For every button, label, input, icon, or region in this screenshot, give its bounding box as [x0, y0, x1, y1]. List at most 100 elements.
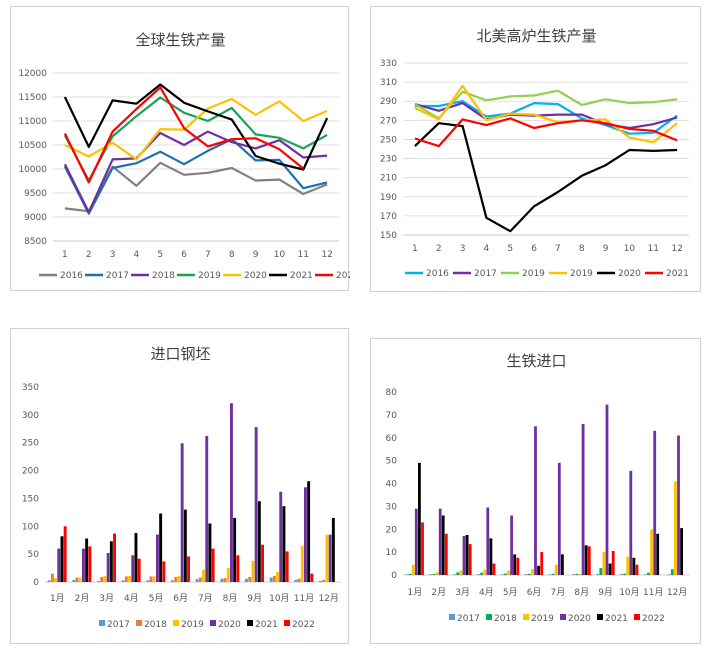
bar-2021 — [441, 515, 445, 575]
bar-2020 — [605, 404, 609, 575]
bar-2017 — [644, 574, 647, 575]
legend-label: 2018 — [144, 620, 167, 630]
bar-2020 — [328, 534, 332, 582]
legend-label: 2017 — [106, 271, 129, 281]
x-tick-label: 8 — [229, 250, 235, 260]
global-pig-iron-line-chart: 全球生铁产量8500900095001000010500110001150012… — [18, 31, 350, 281]
bar-2021 — [282, 506, 286, 582]
y-tick-label: 0 — [391, 571, 397, 581]
bar-2021 — [489, 538, 493, 575]
bar-2019 — [531, 569, 534, 575]
bar-2020 — [581, 424, 585, 575]
bar-2021 — [608, 563, 612, 575]
legend-swatch — [136, 620, 142, 626]
legend-swatch — [449, 614, 455, 620]
legend-label: 2020 — [244, 271, 267, 281]
bar-2020 — [230, 403, 233, 582]
x-tick-label: 2月 — [431, 587, 446, 598]
bar-2020 — [677, 435, 680, 575]
bar-2018 — [75, 577, 79, 582]
bar-2017 — [524, 574, 528, 575]
bar-2018 — [432, 573, 436, 575]
series-line-2019 — [414, 84, 678, 144]
bar-2017 — [146, 580, 150, 582]
x-tick-label: 11 — [298, 250, 309, 260]
y-tick-label: 80 — [386, 388, 398, 398]
billet-imports-bar-chart: 进口钢坯 0 50 100 150 200 250 300 350 1月 2月 3月 4月 5月 6月 7月 8… — [22, 345, 341, 630]
bar-2020 — [414, 508, 418, 575]
bar-2022 — [137, 558, 141, 582]
bar-2018 — [456, 572, 460, 575]
bar-2017 — [572, 574, 576, 575]
bar-2021 — [584, 545, 588, 575]
y-tick-label: 30 — [386, 502, 398, 512]
series-line-2018 — [63, 130, 328, 214]
y-tick-label: 210 — [380, 174, 397, 184]
x-tick-label: 4 — [134, 250, 140, 260]
y-tick-label: 0 — [33, 578, 39, 588]
x-tick-label: 6 — [181, 250, 187, 260]
chart-title: 北美高炉生铁产量 — [476, 27, 596, 45]
bar-2020 — [653, 430, 657, 575]
bar-2018 — [551, 573, 555, 575]
bar-2021 — [561, 554, 564, 575]
bar-2017 — [405, 574, 409, 575]
x-tick-label: 4月 — [479, 587, 494, 598]
x-tick-label: 3 — [110, 250, 116, 260]
legend-label: 2020 — [568, 614, 591, 624]
chart-panel-pig-iron-imports: 生铁进口 0 10 20 30 40 50 60 70 80 1月 2月 3月 4月 5月 6月 7月 8月 9月 1… — [370, 338, 701, 644]
bar-2019 — [674, 481, 677, 575]
bar-2019 — [626, 556, 630, 575]
y-tick-label: 190 — [380, 193, 397, 203]
legend-swatch — [486, 614, 492, 620]
legend-swatch — [560, 614, 566, 620]
bar-2017 — [245, 578, 248, 582]
bar-2017 — [319, 580, 322, 582]
x-tick-label: 6月 — [173, 593, 188, 604]
bar-2019 — [177, 575, 181, 582]
bar-2022 — [468, 544, 472, 575]
bar-2017 — [429, 574, 433, 575]
legend-label: 2017 — [457, 614, 480, 624]
x-tick-label: 10月 — [619, 587, 639, 598]
y-tick-label: 290 — [380, 97, 397, 107]
x-tick-label: 12月 — [318, 593, 338, 604]
bar-2019 — [650, 529, 653, 576]
bar-2022 — [88, 546, 92, 582]
bar-2018 — [480, 572, 483, 575]
bar-2021 — [257, 501, 261, 582]
y-tick-label: 310 — [380, 78, 397, 88]
bar-2018 — [647, 572, 650, 575]
bar-2020 — [205, 436, 209, 582]
bar-2022 — [492, 563, 496, 575]
bar-2020 — [131, 555, 135, 582]
bar-2017 — [269, 577, 273, 582]
bar-2018 — [575, 573, 579, 575]
bar-2017 — [121, 580, 125, 582]
bar-2018 — [504, 573, 507, 575]
x-tick-label: 5 — [157, 250, 163, 260]
x-tick-label: 4月 — [124, 593, 139, 604]
legend-swatch — [523, 614, 529, 620]
y-tick-label: 200 — [22, 467, 39, 477]
x-tick-label: 3月 — [455, 587, 470, 598]
bar-2017 — [596, 573, 600, 575]
bar-2021 — [418, 462, 421, 575]
legend-swatch — [597, 614, 603, 620]
x-tick-label: 11月 — [643, 587, 663, 598]
legend-label: 2016 — [426, 269, 449, 279]
bar-2020 — [557, 462, 561, 575]
legend-swatch — [247, 620, 253, 626]
bar-2022 — [635, 564, 639, 575]
bar-2020 — [486, 507, 490, 575]
x-tick-label: 9月 — [247, 593, 262, 604]
bar-2021 — [134, 533, 138, 582]
y-tick-label: 10 — [386, 548, 398, 558]
y-tick-label: 8500 — [24, 237, 47, 247]
bar-2018 — [322, 579, 326, 582]
bar-2021 — [109, 541, 113, 582]
bar-2021 — [656, 533, 660, 575]
y-tick-label: 150 — [380, 231, 397, 241]
bar-2022 — [540, 552, 544, 575]
